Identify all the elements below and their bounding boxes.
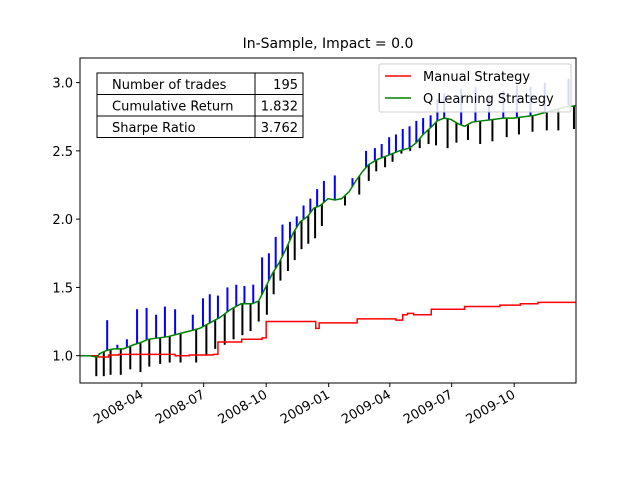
stats-table: Number of trades 195 Cumulative Return 1.83… <box>96 72 304 138</box>
y-axis: 1.0 1.5 2.0 2.5 3.0 <box>52 77 80 365</box>
trade-markers <box>95 78 575 377</box>
manual-strategy-line <box>80 301 576 358</box>
legend-label-qlearning: Q Learning Strategy <box>423 92 554 107</box>
stats-value: 1.832 <box>261 100 298 115</box>
y-tick-label: 3.0 <box>52 77 73 92</box>
plot-frame <box>79 57 577 384</box>
y-tick-label: 1.0 <box>52 350 73 365</box>
stats-value-cell <box>254 115 304 138</box>
qlearning-strategy-line <box>80 105 576 358</box>
stats-label: Sharpe Ratio <box>112 121 196 136</box>
stats-label: Cumulative Return <box>112 100 233 115</box>
stats-value: 3.762 <box>261 121 298 136</box>
y-tick-label: 2.0 <box>52 213 73 228</box>
legend: Manual Strategy Q Learning Strategy <box>378 63 572 113</box>
stats-value: 195 <box>273 78 298 93</box>
stats-label: Number of trades <box>112 78 227 93</box>
y-tick-label: 2.5 <box>52 145 73 160</box>
legend-box <box>378 63 572 113</box>
strategy-lines <box>80 105 576 358</box>
chart-title: In-Sample, Impact = 0.0 <box>243 36 414 52</box>
legend-label-manual: Manual Strategy <box>423 70 530 85</box>
y-tick-label: 1.5 <box>52 281 73 296</box>
